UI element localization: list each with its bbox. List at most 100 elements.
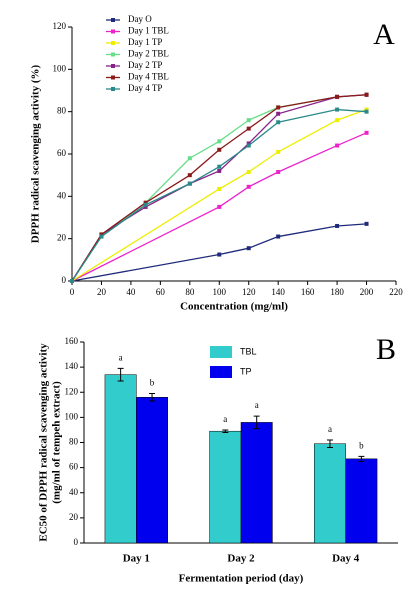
point <box>335 118 340 123</box>
significance-letter: b <box>359 440 364 450</box>
y-tick-label: 40 <box>69 487 79 497</box>
point <box>217 252 222 257</box>
point <box>364 221 369 226</box>
point <box>217 164 222 169</box>
y-tick-label: 80 <box>69 437 79 447</box>
legend-label: Day 4 TP <box>128 83 162 93</box>
legend-label: Day 2 TBL <box>128 49 169 59</box>
point <box>217 168 222 173</box>
legend-marker <box>111 18 115 22</box>
error-bar <box>117 367 124 382</box>
y-axis-label: DPPH radical scavenging activity (%) <box>30 64 42 243</box>
bar <box>345 458 378 544</box>
error-bar <box>358 455 365 462</box>
y-tick-label: 60 <box>57 148 67 158</box>
x-tick-label: 160 <box>301 287 315 297</box>
point <box>246 184 251 189</box>
y-tick-label: 0 <box>74 537 79 547</box>
legend-marker <box>111 41 115 45</box>
y-axis-label: (mg/ml of tempeh extract) <box>51 381 63 504</box>
x-tick-label: 60 <box>156 287 166 297</box>
legend-label: Day O <box>128 14 152 24</box>
y-tick-label: 100 <box>65 411 79 421</box>
error-bar <box>253 415 260 430</box>
point <box>217 204 222 209</box>
series-line <box>71 108 367 282</box>
bar <box>209 430 242 544</box>
point <box>276 105 281 110</box>
bar <box>240 422 273 544</box>
point <box>364 130 369 135</box>
y-axis-label: EC50 of DPPH radical scavenging activity <box>38 343 50 542</box>
annotation: B <box>376 333 396 366</box>
y-tick-label: 60 <box>69 462 79 472</box>
legend-label: Day 2 TP <box>128 60 162 70</box>
legend-label: TP <box>240 366 252 376</box>
y-tick-label: 80 <box>57 106 67 116</box>
significance-letter: a <box>119 352 123 362</box>
point <box>217 139 222 144</box>
bar <box>136 397 168 544</box>
point <box>246 126 251 131</box>
point <box>143 204 148 209</box>
x-axis-label: Fermentation period (day) <box>179 573 304 585</box>
x-tick-label: 100 <box>213 287 227 297</box>
y-tick-label: 0 <box>62 275 67 285</box>
point <box>217 147 222 152</box>
point <box>143 202 148 207</box>
x-tick-label: Day 4 <box>332 553 360 565</box>
point <box>364 109 369 114</box>
legend-label: TBL <box>240 346 257 356</box>
legend-marker <box>111 29 115 34</box>
x-tick-label: 80 <box>185 287 195 297</box>
y-tick-label: 20 <box>57 233 67 243</box>
error-bar <box>222 429 229 433</box>
bar <box>104 374 137 544</box>
x-tick-label: 40 <box>126 287 136 297</box>
y-tick-label: 100 <box>53 63 67 73</box>
error-bar <box>149 393 156 402</box>
point <box>335 94 340 99</box>
point <box>99 234 104 239</box>
y-tick-label: 140 <box>65 361 79 371</box>
point <box>143 200 148 205</box>
error-bar <box>326 439 333 449</box>
point <box>276 234 281 239</box>
x-axis-label: Concentration (mg/ml) <box>180 301 288 313</box>
x-tick-label: 120 <box>242 287 256 297</box>
point <box>335 223 340 228</box>
legend-marker <box>111 75 115 80</box>
legend-swatch <box>210 366 232 378</box>
significance-letter: a <box>223 414 227 424</box>
y-tick-label: 120 <box>65 386 79 396</box>
legend-swatch <box>210 346 232 358</box>
point <box>276 111 281 116</box>
x-tick-label: 200 <box>360 287 374 297</box>
point <box>187 173 192 178</box>
point <box>99 232 104 237</box>
point <box>276 120 281 125</box>
point <box>246 169 251 174</box>
legend-marker <box>111 64 115 68</box>
legend-label: Day 1 TP <box>128 37 162 47</box>
y-tick-label: 120 <box>53 21 67 31</box>
x-tick-label: 140 <box>271 287 285 297</box>
y-tick-label: 160 <box>65 336 79 346</box>
x-tick-label: Day 2 <box>227 553 255 565</box>
legend-label: Day 4 TBL <box>128 72 169 82</box>
x-tick-label: Day 1 <box>123 553 150 565</box>
significance-letter: a <box>328 424 332 434</box>
series-line <box>71 223 367 282</box>
point <box>246 141 251 146</box>
point <box>276 149 281 154</box>
point <box>187 156 192 161</box>
point <box>70 279 74 283</box>
legend-label: Day 1 TBL <box>128 26 169 36</box>
point <box>335 107 340 112</box>
x-tick-label: 220 <box>389 287 403 297</box>
point <box>217 186 222 191</box>
point <box>187 181 192 186</box>
annotation: A <box>373 18 395 51</box>
significance-letter: a <box>255 400 259 410</box>
series-line <box>71 132 367 282</box>
